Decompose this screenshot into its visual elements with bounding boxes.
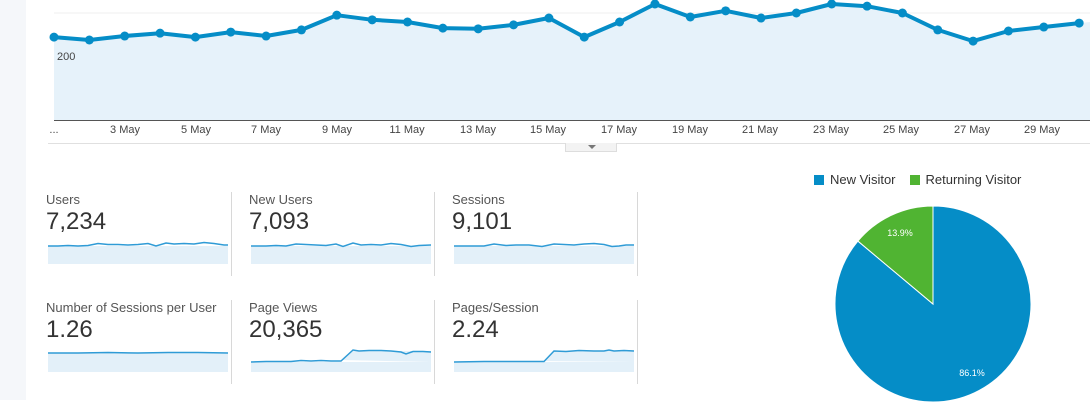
metric-label: Page Views <box>249 300 318 315</box>
legend-item-new-visitor[interactable]: New Visitor <box>814 172 896 187</box>
pie-slice-returning-visitor[interactable] <box>857 205 934 306</box>
data-point[interactable] <box>367 15 377 25</box>
metric-value: 1.26 <box>46 316 93 343</box>
left-gutter <box>0 0 26 400</box>
data-point[interactable] <box>933 25 943 35</box>
line-chart-area <box>54 4 1090 120</box>
data-point[interactable] <box>438 23 448 33</box>
x-axis-label: 29 May <box>1023 124 1061 136</box>
legend-swatch-returning-visitor <box>909 174 920 185</box>
sparkline-sessions-per-user <box>48 351 228 372</box>
metric-users[interactable]: Users 7,234 <box>46 192 232 276</box>
data-point[interactable] <box>791 8 801 18</box>
sparkline-page-views <box>251 349 431 372</box>
legend-swatch-new-visitor <box>814 174 824 185</box>
metric-divider <box>434 192 435 276</box>
data-point[interactable] <box>721 6 731 16</box>
line-chart-canvas <box>49 0 1090 121</box>
legend-label: New Visitor <box>830 172 896 187</box>
x-axis-label: 17 May <box>600 124 638 136</box>
metric-value: 2.24 <box>452 316 499 343</box>
y-axis-label-200: 200 <box>57 51 76 63</box>
metric-sessions-per-user[interactable]: Number of Sessions per User 1.26 <box>46 300 232 384</box>
x-axis-label: 19 May <box>671 124 709 136</box>
x-axis-label: 25 May <box>882 124 920 136</box>
metric-label: Sessions <box>452 192 505 207</box>
data-point[interactable] <box>120 31 130 41</box>
data-point[interactable] <box>403 17 412 27</box>
x-axis-label: 13 May <box>459 124 497 136</box>
chart-expand-handle[interactable] <box>565 143 617 152</box>
metric-label: Users <box>46 192 80 207</box>
data-point[interactable] <box>1039 22 1049 32</box>
data-point[interactable] <box>968 36 978 46</box>
x-axis-label: 27 May <box>953 124 991 136</box>
metric-label: Number of Sessions per User <box>46 300 217 315</box>
legend-label: Returning Visitor <box>925 172 1022 187</box>
sessions-line-chart[interactable]: 200 ... 3 May 5 May 7 May 9 May 11 May 13 May 1… <box>0 0 1090 152</box>
data-point[interactable] <box>544 13 554 23</box>
sparkline-users <box>48 241 228 264</box>
x-axis-label: 3 May <box>110 124 140 136</box>
x-axis-label: 11 May <box>389 124 425 136</box>
data-point[interactable] <box>756 13 766 23</box>
data-point[interactable] <box>261 31 271 41</box>
data-point[interactable] <box>190 32 200 42</box>
sparkline-pages-per-session <box>454 349 634 372</box>
data-point[interactable] <box>49 32 59 42</box>
data-point[interactable] <box>579 32 589 42</box>
data-point[interactable] <box>155 28 165 38</box>
metric-divider <box>434 300 435 384</box>
x-axis-label: 5 May <box>181 124 211 136</box>
sparkline-sessions <box>454 242 634 264</box>
x-axis-label: 23 May <box>812 124 850 136</box>
data-point[interactable] <box>1003 26 1013 36</box>
sparkline-new-users <box>251 242 431 264</box>
data-point[interactable] <box>332 10 342 20</box>
pie-legend: New Visitor Returning Visitor <box>814 172 1021 187</box>
metric-new-users[interactable]: New Users 7,093 <box>249 192 435 276</box>
metric-value: 7,093 <box>249 208 310 235</box>
x-axis-label: 15 May <box>529 124 567 136</box>
data-point[interactable] <box>650 0 660 9</box>
data-point[interactable] <box>226 27 236 37</box>
x-axis-label: ... <box>49 124 59 136</box>
metric-pages-per-session[interactable]: Pages/Session 2.24 <box>452 300 638 384</box>
metric-divider <box>231 192 232 276</box>
x-axis-label: 21 May <box>741 124 779 136</box>
metric-label: New Users <box>249 192 313 207</box>
metric-label: Pages/Session <box>452 300 539 315</box>
pie-label-returning-visitor: 13.9% <box>887 228 913 238</box>
pie-label-new-visitor: 86.1% <box>959 368 985 378</box>
data-point[interactable] <box>509 20 519 30</box>
line-chart-series <box>53 2 1080 44</box>
visitor-pie-chart[interactable]: 86.1% 13.9% <box>834 205 1034 405</box>
line-chart-points[interactable] <box>49 0 1084 46</box>
metric-value: 20,365 <box>249 316 323 343</box>
x-axis-label: 9 May <box>322 124 352 136</box>
metric-sessions[interactable]: Sessions 9,101 <box>452 192 638 276</box>
metric-value: 7,234 <box>46 208 107 235</box>
data-point[interactable] <box>84 35 94 45</box>
data-point[interactable] <box>897 8 907 18</box>
data-point[interactable] <box>827 0 837 9</box>
pie-canvas <box>834 205 1032 403</box>
data-point[interactable] <box>296 25 306 35</box>
data-point[interactable] <box>615 17 625 27</box>
x-axis-labels: ... 3 May 5 May 7 May 9 May 11 May 13 May 15 Ma… <box>0 124 1090 140</box>
metric-divider <box>637 192 638 276</box>
data-point[interactable] <box>473 24 483 34</box>
metric-divider <box>637 300 638 384</box>
x-axis-label: 7 May <box>251 124 281 136</box>
metric-value: 9,101 <box>452 208 513 235</box>
metric-divider <box>231 300 232 384</box>
legend-item-returning-visitor[interactable]: Returning Visitor <box>909 172 1022 187</box>
data-point[interactable] <box>1074 18 1084 28</box>
data-point[interactable] <box>862 1 872 11</box>
metric-page-views[interactable]: Page Views 20,365 <box>249 300 435 384</box>
data-point[interactable] <box>685 12 695 22</box>
